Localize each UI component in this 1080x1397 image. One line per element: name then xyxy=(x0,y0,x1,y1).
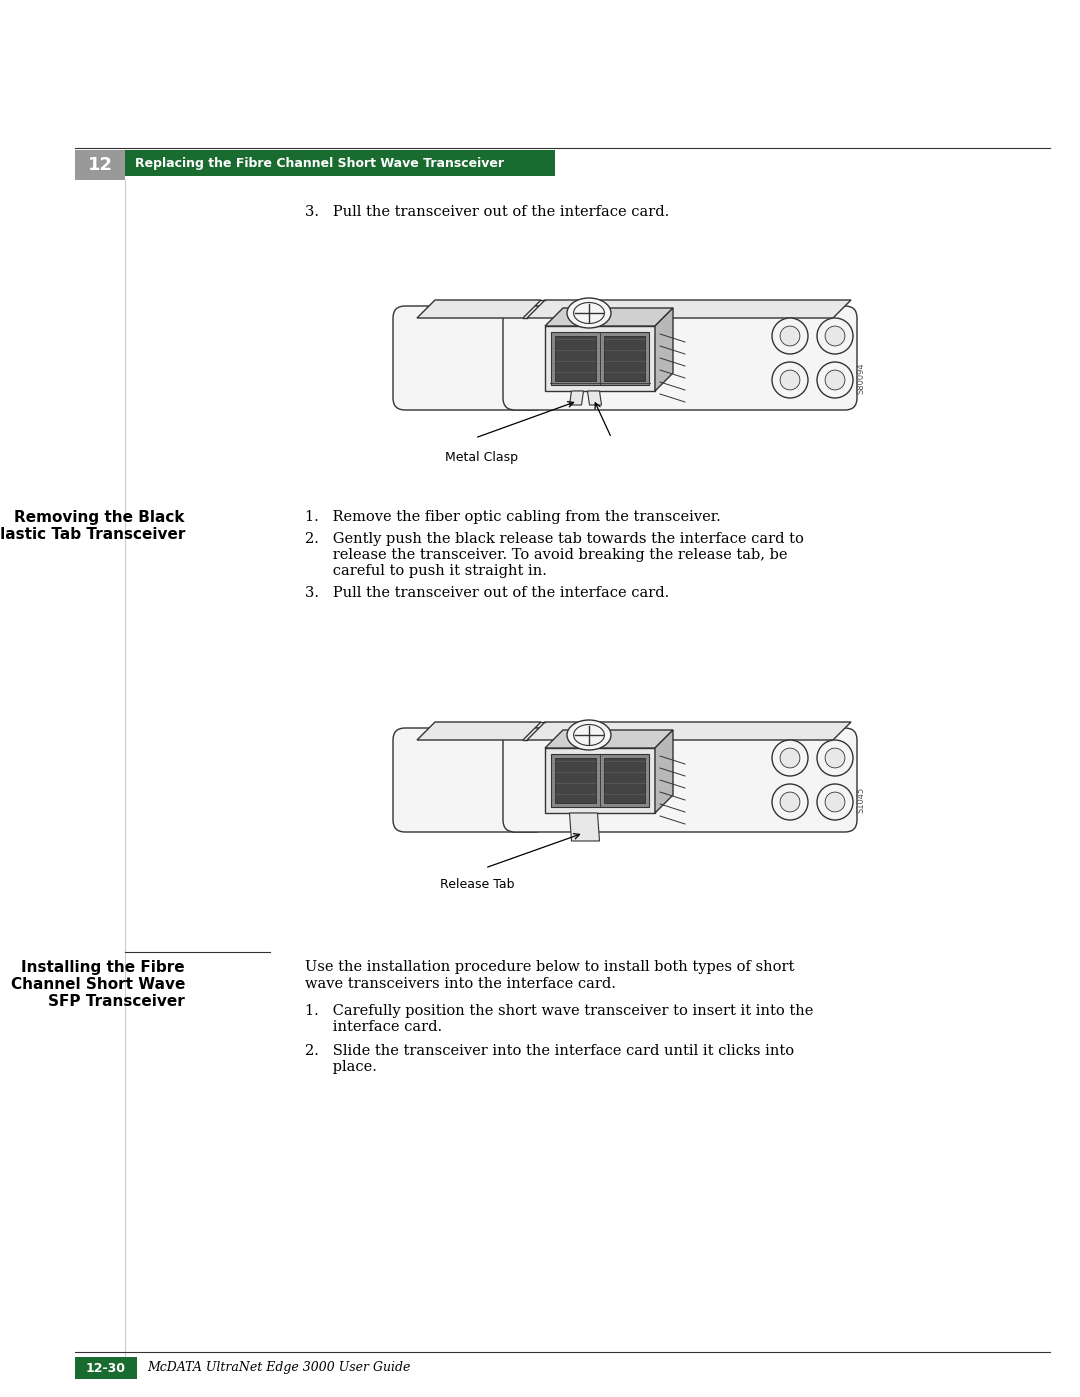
Text: 12: 12 xyxy=(87,156,112,175)
Polygon shape xyxy=(654,307,673,391)
Text: interface card.: interface card. xyxy=(305,1020,442,1034)
Bar xyxy=(545,747,654,813)
Text: Channel Short Wave: Channel Short Wave xyxy=(11,977,185,992)
Bar xyxy=(555,759,596,803)
Circle shape xyxy=(825,792,845,812)
Bar xyxy=(545,326,654,391)
Text: S80094: S80094 xyxy=(856,362,865,394)
Circle shape xyxy=(780,326,800,346)
Text: Replacing the Fibre Channel Short Wave Transceiver: Replacing the Fibre Channel Short Wave T… xyxy=(135,156,504,169)
Polygon shape xyxy=(527,300,851,319)
Polygon shape xyxy=(569,813,599,841)
Polygon shape xyxy=(545,307,673,326)
Text: Metal Clasp: Metal Clasp xyxy=(445,451,518,464)
Text: place.: place. xyxy=(305,1060,377,1074)
Bar xyxy=(555,337,596,381)
Circle shape xyxy=(772,362,808,398)
Bar xyxy=(604,337,645,381)
Circle shape xyxy=(780,792,800,812)
Bar xyxy=(125,149,555,176)
Bar xyxy=(510,319,540,398)
Bar xyxy=(551,754,649,807)
Text: 12-30: 12-30 xyxy=(86,1362,126,1375)
Circle shape xyxy=(825,370,845,390)
Circle shape xyxy=(816,784,853,820)
Circle shape xyxy=(780,749,800,768)
FancyBboxPatch shape xyxy=(393,728,546,833)
Circle shape xyxy=(816,319,853,353)
Text: Plastic Tab Transceiver: Plastic Tab Transceiver xyxy=(0,527,185,542)
Ellipse shape xyxy=(567,298,611,328)
Text: 1.   Remove the fiber optic cabling from the transceiver.: 1. Remove the fiber optic cabling from t… xyxy=(305,510,720,524)
Polygon shape xyxy=(569,391,583,405)
Text: SFP Transceiver: SFP Transceiver xyxy=(49,995,185,1009)
Text: wave transceivers into the interface card.: wave transceivers into the interface car… xyxy=(305,977,616,990)
Circle shape xyxy=(772,740,808,775)
Text: careful to push it straight in.: careful to push it straight in. xyxy=(305,564,546,578)
Text: Use the installation procedure below to install both types of short: Use the installation procedure below to … xyxy=(305,960,795,974)
Text: 3.   Pull the transceiver out of the interface card.: 3. Pull the transceiver out of the inter… xyxy=(305,205,670,219)
Text: 2.   Slide the transceiver into the interface card until it clicks into: 2. Slide the transceiver into the interf… xyxy=(305,1044,794,1058)
Polygon shape xyxy=(588,391,602,405)
Text: Release Tab: Release Tab xyxy=(440,877,514,891)
Bar xyxy=(551,332,649,386)
Circle shape xyxy=(825,326,845,346)
Polygon shape xyxy=(654,731,673,813)
Text: S1045: S1045 xyxy=(856,787,865,813)
Bar xyxy=(75,1356,137,1379)
Text: 3.   Pull the transceiver out of the interface card.: 3. Pull the transceiver out of the inter… xyxy=(305,585,670,599)
FancyBboxPatch shape xyxy=(503,306,858,409)
Text: 2.   Gently push the black release tab towards the interface card to: 2. Gently push the black release tab tow… xyxy=(305,532,804,546)
Ellipse shape xyxy=(567,719,611,750)
Polygon shape xyxy=(417,300,541,319)
Circle shape xyxy=(816,740,853,775)
Bar xyxy=(604,759,645,803)
Circle shape xyxy=(772,319,808,353)
Polygon shape xyxy=(527,722,851,740)
Text: Removing the Black: Removing the Black xyxy=(14,510,185,525)
Text: Installing the Fibre: Installing the Fibre xyxy=(22,960,185,975)
FancyBboxPatch shape xyxy=(393,306,546,409)
Circle shape xyxy=(780,370,800,390)
Circle shape xyxy=(825,749,845,768)
Polygon shape xyxy=(417,722,541,740)
Polygon shape xyxy=(545,731,673,747)
Bar xyxy=(510,740,540,820)
Text: McDATA UltraNet Edge 3000 User Guide: McDATA UltraNet Edge 3000 User Guide xyxy=(147,1362,410,1375)
Circle shape xyxy=(816,362,853,398)
FancyBboxPatch shape xyxy=(503,728,858,833)
Bar xyxy=(75,149,125,180)
Text: release the transceiver. To avoid breaking the release tab, be: release the transceiver. To avoid breaki… xyxy=(305,548,787,562)
Text: 1.   Carefully position the short wave transceiver to insert it into the: 1. Carefully position the short wave tra… xyxy=(305,1004,813,1018)
Circle shape xyxy=(772,784,808,820)
